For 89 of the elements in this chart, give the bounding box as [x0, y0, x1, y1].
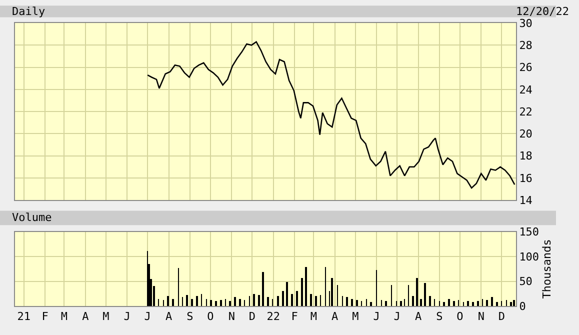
- bar: [412, 296, 414, 306]
- bar: [258, 294, 260, 306]
- x-tick-label: A: [414, 310, 422, 324]
- bar: [370, 302, 372, 306]
- bar: [286, 282, 288, 306]
- bar: [467, 300, 469, 306]
- bar: [496, 302, 498, 306]
- bar: [253, 294, 255, 306]
- bar: [239, 298, 241, 306]
- bar: [453, 300, 455, 306]
- bar: [443, 302, 445, 306]
- bar: [486, 300, 488, 306]
- bar: [356, 300, 358, 306]
- y-tick-label: 22: [519, 105, 532, 118]
- bar: [215, 300, 217, 306]
- x-tick-label: M: [352, 310, 360, 324]
- bar: [491, 296, 493, 306]
- bar: [282, 290, 284, 306]
- x-tick-label: F: [291, 310, 298, 324]
- x-tick-label: A: [82, 310, 90, 324]
- x-tick-label: J: [144, 310, 151, 324]
- x-tick-label: A: [165, 310, 172, 324]
- bar: [400, 300, 402, 306]
- x-tick-label: D: [498, 310, 505, 324]
- bar: [291, 294, 293, 306]
- bar: [262, 272, 264, 306]
- bar: [277, 296, 279, 306]
- x-tick-label: F: [42, 310, 48, 324]
- y-tick-label: 16: [519, 172, 532, 185]
- bar: [429, 296, 431, 306]
- y-axis-title: Thousands: [540, 239, 554, 299]
- y-tick-label: 0: [519, 300, 526, 313]
- bar: [420, 298, 422, 306]
- bar: [229, 300, 231, 306]
- y-tick-label: 14: [519, 194, 533, 207]
- x-tick-label: S: [186, 310, 194, 324]
- y-tick-label: 100: [519, 250, 540, 264]
- bar: [191, 298, 193, 306]
- bar: [296, 290, 298, 306]
- bar: [186, 294, 188, 306]
- chart-title: Volume: [12, 211, 52, 224]
- x-tick-label: 21: [17, 310, 31, 324]
- y-tick-label: 30: [519, 16, 532, 30]
- bar: [510, 302, 512, 306]
- bar: [416, 278, 418, 306]
- bar: [172, 298, 174, 306]
- y-tick-label: 26: [519, 61, 532, 74]
- y-tick-label: 28: [519, 38, 532, 52]
- x-tick-label: D: [248, 310, 256, 324]
- bar: [424, 282, 426, 306]
- bar: [472, 302, 474, 306]
- x-tick-label: J: [124, 310, 130, 324]
- x-tick-label: N: [478, 310, 484, 324]
- x-tick-label: M: [60, 310, 68, 324]
- chart-title: Daily: [12, 5, 46, 18]
- x-tick-label: M: [310, 310, 318, 324]
- bar: [167, 296, 169, 306]
- text: 12/20/22: [516, 5, 569, 18]
- bar: [220, 300, 222, 306]
- bar: [315, 296, 317, 306]
- x-tick-label: J: [394, 310, 400, 324]
- bar: [385, 300, 387, 306]
- y-tick-label: 50: [519, 275, 532, 288]
- bar: [448, 298, 450, 306]
- x-tick-label: J: [373, 310, 380, 324]
- bar: [331, 278, 333, 306]
- bar: [301, 278, 303, 306]
- y-tick-label: 24: [519, 83, 533, 96]
- bar: [305, 266, 307, 306]
- bar: [196, 296, 198, 306]
- x-tick-label: N: [228, 310, 235, 324]
- x-tick-label: A: [332, 310, 339, 324]
- bar: [267, 296, 269, 306]
- bar: [351, 298, 353, 306]
- x-tick-label: O: [207, 310, 214, 324]
- bar: [513, 300, 515, 306]
- bar: [234, 296, 236, 306]
- bar: [210, 300, 212, 306]
- bar: [477, 300, 479, 306]
- bar: [310, 294, 312, 306]
- y-tick-label: 20: [519, 128, 532, 141]
- bar: [346, 296, 348, 306]
- line-series: [146, 41, 516, 189]
- x-tick-label: O: [456, 310, 464, 324]
- y-tick-label: 150: [519, 226, 540, 239]
- y-tick-label: 18: [519, 150, 532, 163]
- x-tick-label: 22: [266, 310, 280, 324]
- x-tick-label: M: [102, 310, 110, 324]
- x-tick-label: S: [436, 310, 443, 324]
